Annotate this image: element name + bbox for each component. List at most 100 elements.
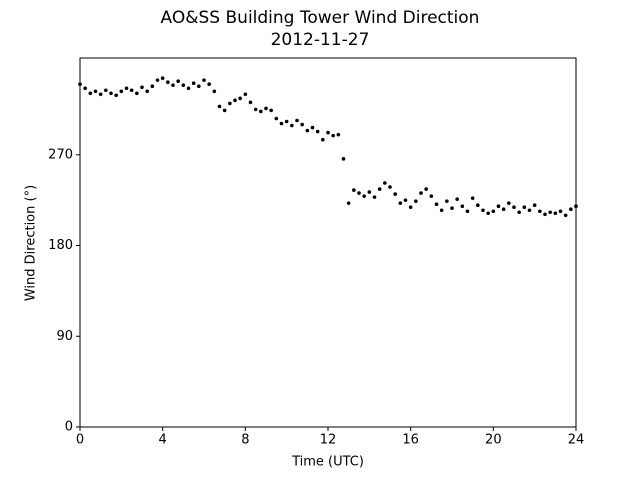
y-tick-label: 0 [65,420,73,435]
point [352,188,356,192]
point [290,123,294,128]
point [253,107,258,112]
point [450,206,454,211]
point [517,210,521,215]
point [228,101,232,106]
point [124,86,129,91]
point [429,194,434,198]
point [414,199,418,203]
point [460,204,465,209]
point [207,82,211,87]
x-tick-label: 24 [568,433,585,448]
point [455,197,459,201]
point [434,202,439,206]
point [424,187,428,191]
point [336,132,341,137]
point [558,209,563,214]
point [295,118,299,123]
point [248,100,253,105]
point [574,204,578,209]
point [507,201,511,205]
point [512,205,516,210]
point [305,128,310,133]
x-axis-label: Time (UTC) [291,455,364,470]
point [393,192,397,196]
y-axis-label: Wind Direction (°) [24,185,39,301]
x-tick-label: 12 [320,433,337,448]
point [388,185,392,189]
point [171,83,175,88]
point [367,190,372,194]
point [300,122,304,127]
point [491,209,496,214]
plot-frame [79,57,577,428]
point [176,79,180,83]
point [377,187,382,191]
point [341,157,346,161]
point [129,88,134,93]
point [419,191,423,195]
point [398,201,403,205]
x-tick-label: 8 [241,433,249,448]
point [160,76,165,80]
x-tick-label: 16 [402,433,419,448]
y-tick-label: 90 [56,329,73,344]
point [114,93,118,98]
point [315,129,320,134]
point [238,96,242,101]
point [202,78,206,82]
point [259,109,263,114]
point [83,86,87,91]
point [538,209,542,214]
x-tick-label: 0 [76,433,84,448]
point [243,92,248,97]
point [362,194,366,198]
point [470,196,475,200]
point [109,91,113,96]
point [522,205,527,210]
point [553,211,558,216]
point [383,181,387,185]
point [403,198,408,202]
point [321,137,325,142]
point [186,86,191,91]
point [496,204,501,209]
point [119,89,124,94]
point [326,130,330,135]
point [155,78,160,82]
point [104,88,108,93]
point [135,91,139,96]
point [279,121,284,126]
chart-subtitle: 2012-11-27 [271,30,370,50]
point [346,201,351,205]
point [408,205,413,210]
point [145,89,149,94]
point [372,195,377,199]
y-tick-label: 180 [48,238,73,253]
point [563,213,568,218]
point [181,83,186,88]
point [331,133,335,138]
point [543,212,547,217]
point [93,89,98,94]
point [88,91,93,96]
point [445,199,449,203]
point [140,85,144,90]
point [150,84,155,89]
point [486,211,490,216]
point [465,209,470,214]
point [217,104,222,109]
point [501,207,506,212]
point [269,108,273,113]
x-tick-label: 20 [485,433,502,448]
point [476,203,480,207]
point [527,208,532,213]
point [197,84,201,89]
point [439,208,444,213]
point [191,81,196,86]
point [548,210,552,215]
point [98,92,103,97]
point [222,108,227,113]
point [532,203,537,207]
